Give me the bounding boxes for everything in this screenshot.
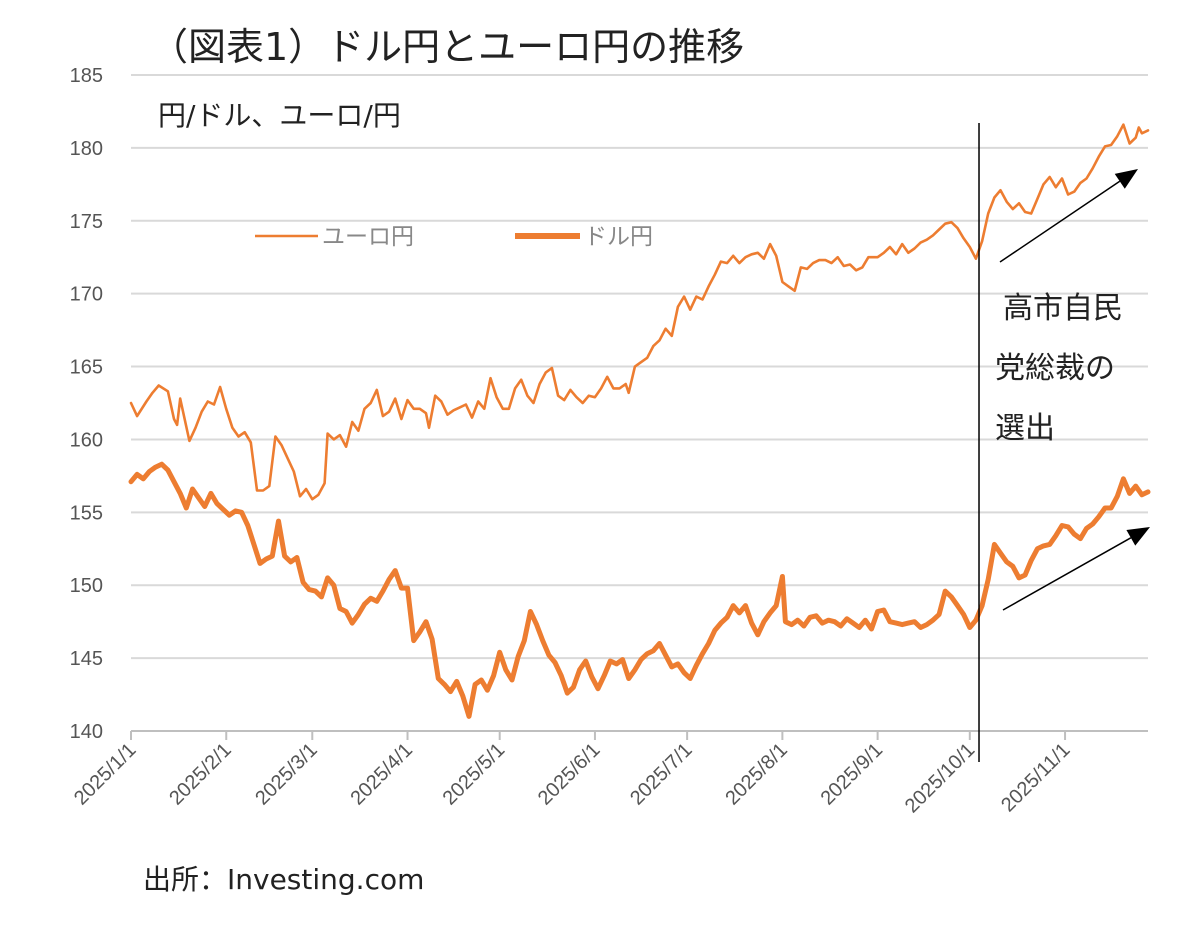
- x-tick-label: 2025/10/1: [901, 739, 979, 817]
- series-lines: [128, 123, 1151, 719]
- annotation-line-1: 高市自民: [1003, 291, 1123, 326]
- x-tick-label: 2025/7/1: [626, 739, 697, 810]
- x-tick-label: 2025/5/1: [439, 739, 510, 810]
- x-tick-label: 2025/3/1: [251, 739, 322, 810]
- gridlines: [131, 74, 1148, 732]
- y-axis-ticks: 185 180 175 170 165 160 155 150 145 140: [70, 65, 103, 743]
- x-tick-label: 2025/11/1: [997, 739, 1074, 816]
- x-tick-label: 2025/2/1: [165, 739, 236, 810]
- legend: ユーロ円 ドル円: [255, 224, 653, 250]
- series-line-eur-jpy: [129, 123, 1150, 501]
- y-axis-unit-label: 円/ドル、ユーロ/円: [158, 99, 401, 132]
- source-note: 出所：Investing.com: [143, 863, 424, 896]
- annotation: 高市自民 党総裁の 選出: [995, 291, 1123, 446]
- x-tick-label: 2025/6/1: [534, 739, 605, 810]
- y-tick-label: 155: [70, 502, 103, 524]
- annotation-line-2: 党総裁の: [995, 351, 1115, 386]
- y-tick-label: 140: [70, 721, 103, 743]
- y-tick-label: 165: [70, 357, 103, 379]
- chart-title: （図表1）ドル円とユーロ円の推移: [150, 25, 744, 69]
- x-tick-label: 2025/8/1: [721, 739, 792, 810]
- legend-label-eur-jpy: ユーロ円: [322, 224, 414, 250]
- y-tick-label: 180: [70, 138, 103, 160]
- y-tick-label: 185: [70, 65, 103, 87]
- annotation-line-3: 選出: [995, 411, 1055, 446]
- y-tick-label: 150: [70, 575, 103, 597]
- series-line-usd-jpy: [128, 461, 1151, 719]
- y-tick-label: 170: [70, 284, 103, 306]
- legend-label-usd-jpy: ドル円: [584, 224, 653, 250]
- trend-arrows: [999, 169, 1150, 611]
- x-tick-label: 2025/4/1: [346, 739, 417, 810]
- x-axis: 2025/1/1 2025/2/1 2025/3/1 2025/4/1 2025/5/1…: [70, 731, 1075, 817]
- y-tick-label: 160: [70, 429, 103, 451]
- y-tick-label: 145: [70, 648, 103, 670]
- y-tick-label: 175: [70, 211, 103, 233]
- x-tick-label: 2025/1/1: [70, 739, 141, 810]
- trend-arrow-usd-jpy: [1002, 527, 1150, 611]
- trend-arrow-eur-jpy: [999, 169, 1138, 263]
- x-tick-label: 2025/9/1: [817, 739, 888, 810]
